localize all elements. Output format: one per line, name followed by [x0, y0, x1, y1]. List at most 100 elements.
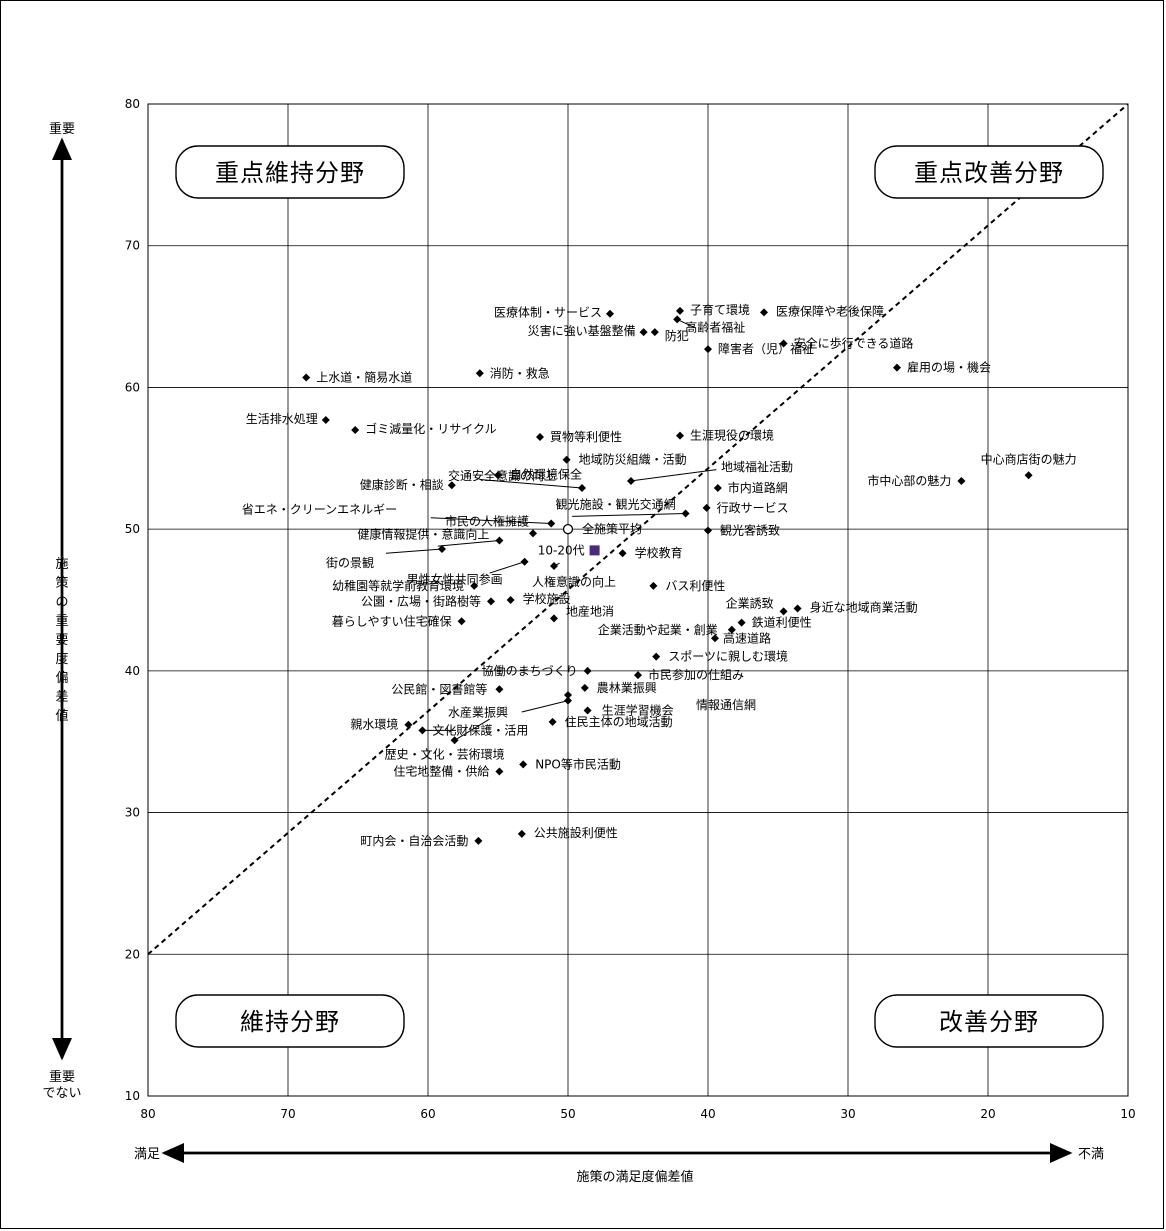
- point-label: 鉄道利便性: [752, 615, 812, 630]
- y-bottom-label-line1: 重要: [49, 1069, 75, 1085]
- point-marker: [711, 634, 719, 643]
- point-label: 水産業振興: [448, 705, 508, 720]
- point-label: 市民の人権擁護: [445, 513, 529, 528]
- highlight-marker: [589, 545, 600, 556]
- point-label: 地産地消: [566, 603, 614, 618]
- leader-line: [430, 517, 552, 524]
- point-label: 市民参加の仕組み: [648, 667, 744, 682]
- point-marker: [676, 306, 684, 315]
- point-label: 全施策平均: [582, 521, 642, 536]
- y-axis-title-char: 値: [55, 708, 68, 724]
- y-tick-label: 60: [125, 380, 140, 394]
- point-marker: [627, 476, 635, 485]
- point-marker: [564, 696, 572, 705]
- quadrant-label-top-right: 重点改善分野: [914, 159, 1064, 187]
- y-tick-label: 10: [125, 1089, 140, 1103]
- x-tick-label: 30: [840, 1107, 855, 1121]
- leader-line: [572, 513, 686, 517]
- y-axis-title-char: の: [55, 595, 68, 610]
- x-tick-label: 60: [420, 1107, 435, 1121]
- point-label: 住民主体の地域活動: [565, 715, 673, 729]
- point-label: 生涯現役の環境: [690, 428, 774, 443]
- quadrant-top-right: 重点改善分野: [874, 145, 1104, 199]
- point-marker: [737, 618, 746, 627]
- y-tick-label: 30: [125, 806, 140, 820]
- point-marker: [495, 767, 504, 776]
- point-label: 協働のまちづくり: [482, 663, 578, 678]
- point-marker: [447, 481, 456, 490]
- point-marker: [618, 549, 627, 558]
- point-label: 医療保障や老後保障: [776, 303, 884, 318]
- y-bottom-label: 重要 でない: [42, 1069, 81, 1101]
- point-label: 災害に強い基盤整備: [528, 323, 636, 338]
- point-marker: [650, 328, 659, 337]
- point-label: バス利便性: [665, 579, 725, 593]
- plot-border: [147, 103, 1129, 1097]
- point-label: 地域防災組織・活動: [579, 452, 687, 467]
- point-marker: [495, 536, 504, 545]
- leader-line: [385, 548, 443, 554]
- point-marker: [652, 652, 661, 661]
- point-label: 街の景観: [326, 556, 374, 570]
- y-axis-title-char: 差: [55, 690, 68, 705]
- average-marker: [562, 523, 574, 535]
- x-tick-label: 70: [280, 1107, 295, 1121]
- point-label: 省エネ・クリーンエネルギー: [242, 502, 397, 516]
- point-label: 健康診断・相談: [360, 477, 444, 492]
- point-marker: [302, 373, 311, 382]
- point-label: ゴミ減量化・リサイクル: [365, 421, 496, 436]
- point-marker: [564, 690, 572, 699]
- point-marker: [681, 509, 690, 518]
- y-tick-label: 40: [125, 664, 140, 678]
- y-tick-label: 70: [125, 239, 140, 253]
- x-tick-label: 80: [140, 1107, 155, 1121]
- y-axis-title-char: 策: [55, 575, 68, 591]
- x-tick-label: 10: [1120, 1107, 1135, 1121]
- point-label: 観光客誘致: [720, 523, 780, 538]
- point-marker: [470, 581, 479, 590]
- point-marker: [548, 717, 557, 726]
- leader-line: [630, 469, 717, 482]
- y-axis-title-char: 要: [55, 633, 68, 648]
- point-label: 子育て環境: [690, 302, 750, 317]
- point-label: 生涯学習機会: [602, 703, 674, 718]
- point-marker: [727, 625, 736, 634]
- point-marker: [676, 431, 684, 440]
- point-label: 公園・広場・街路樹等: [361, 593, 481, 608]
- y-tick-label: 80: [125, 97, 140, 111]
- point-marker: [550, 561, 558, 570]
- point-label: 学校教育: [635, 545, 683, 560]
- point-marker: [404, 720, 413, 729]
- y-tick-label: 50: [125, 522, 140, 536]
- point-marker: [606, 309, 614, 318]
- point-label: 企業誘致: [726, 595, 774, 610]
- point-marker: [639, 328, 648, 337]
- point-label: 自然環境保全: [510, 466, 582, 481]
- point-label: 歴史・文化・芸術環境: [385, 746, 505, 761]
- point-label: 暮らしやすい住宅確保: [332, 613, 452, 628]
- point-label: 人権意識の向上: [532, 574, 616, 589]
- point-marker: [713, 484, 722, 493]
- point-marker: [351, 425, 360, 434]
- point-marker: [760, 308, 768, 317]
- x-right-label: 不満: [1078, 1147, 1104, 1162]
- y-axis-title-char: 施: [55, 557, 68, 572]
- point-label: 文化財保護・活用: [432, 722, 528, 737]
- point-marker: [475, 369, 484, 378]
- point-label: 中心商店街の魅力: [981, 451, 1077, 466]
- y-tick-label: 20: [125, 947, 140, 961]
- point-marker: [580, 683, 589, 692]
- point-label: 住宅地整備・供給: [393, 763, 489, 778]
- point-marker: [704, 526, 712, 535]
- point-label: 医療体制・サービス: [494, 306, 602, 320]
- point-label: 防犯: [665, 328, 689, 343]
- x-tick-label: 50: [560, 1107, 575, 1121]
- leader-line: [676, 318, 696, 329]
- y-bottom-label-line2: でない: [42, 1086, 81, 1101]
- point-label: 高速道路: [723, 630, 771, 645]
- point-label: 学校施設: [523, 591, 571, 606]
- point-marker: [519, 760, 528, 769]
- highlight-label: 10-20代: [538, 543, 585, 557]
